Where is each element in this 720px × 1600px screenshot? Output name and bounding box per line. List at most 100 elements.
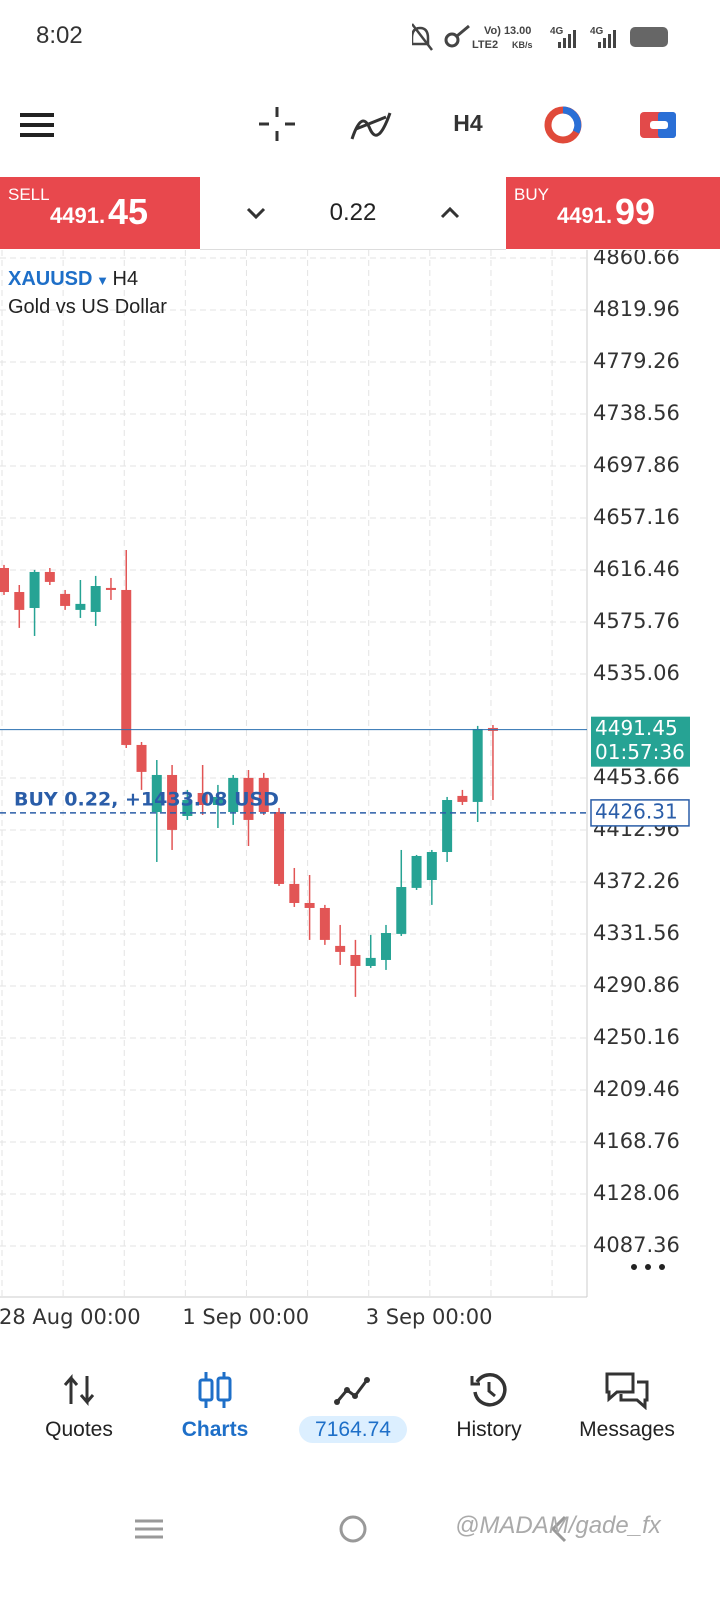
- recent-apps[interactable]: [135, 1519, 163, 1539]
- toolbar: H4: [20, 106, 676, 144]
- x-tick-label: 28 Aug 00:00: [0, 1305, 141, 1329]
- symbol[interactable]: XAUUSD: [8, 268, 93, 290]
- y-tick-label: 4087.36: [593, 1233, 680, 1257]
- bid-box: [591, 716, 690, 767]
- candle-body: [381, 933, 391, 960]
- more[interactable]: [631, 1264, 637, 1270]
- bar-timer: 01:57:36: [595, 740, 685, 764]
- speed-unit: KB/s: [512, 40, 533, 50]
- objects-button: [562, 106, 582, 134]
- sell-label: SELL: [8, 185, 50, 204]
- candle-body: [289, 883, 300, 903]
- candle-body: [121, 589, 132, 745]
- y-tick-label: 4779.26: [593, 349, 680, 373]
- speed: 3.00: [510, 25, 531, 37]
- y-tick-label: 4535.06: [593, 661, 680, 685]
- sell-price: 4491.: [50, 203, 106, 228]
- candle-body: [136, 744, 147, 772]
- candle-body: [426, 852, 437, 880]
- back[interactable]: [550, 1515, 567, 1543]
- y-tick-label: 4250.16: [593, 1025, 680, 1049]
- candle-body: [14, 592, 25, 610]
- candle-body: [151, 774, 162, 813]
- y-tick-label: 4209.46: [593, 1077, 680, 1101]
- candle-body: [258, 777, 269, 813]
- candle-body: [472, 728, 483, 802]
- position-text: BUY 0.22, +1433.08 USD: [14, 788, 279, 810]
- nav-messages[interactable]: Messages: [557, 1370, 697, 1442]
- candle-body: [274, 812, 285, 884]
- sell-button[interactable]: SELL 4491. 45: [0, 177, 200, 249]
- y-tick-label: 4860.66: [593, 250, 680, 269]
- nav-label: History: [456, 1418, 522, 1441]
- y-tick-label: 4738.56: [593, 401, 680, 425]
- candle-body: [60, 593, 71, 606]
- volume-panel: 0.22: [200, 177, 506, 250]
- more: [645, 1264, 651, 1270]
- y-tick-label: 4168.76: [593, 1129, 680, 1153]
- watermark: @MADAM/gade_fx: [455, 1512, 661, 1539]
- status-time: 8:02: [36, 22, 83, 49]
- candle-body: [75, 603, 86, 610]
- nav-label: 7164.74: [299, 1416, 407, 1443]
- bid-price: 4491.45: [595, 716, 678, 740]
- y-tick-label: 4128.06: [593, 1181, 680, 1205]
- timeframe-button[interactable]: H4: [453, 110, 483, 136]
- candle-body: [105, 587, 116, 590]
- network: 4G: [590, 26, 604, 37]
- candle-body: [411, 855, 422, 888]
- nav-quotes[interactable]: Quotes: [9, 1370, 149, 1442]
- svg-text:Vo) 1: Vo) 1: [484, 25, 510, 37]
- buy-label: BUY: [514, 185, 549, 204]
- menu-button[interactable]: [20, 113, 54, 137]
- sell-price-pips: 45: [108, 191, 149, 232]
- y-tick-label: 4657.16: [593, 505, 680, 529]
- candle-body: [90, 586, 101, 612]
- candle-body: [197, 792, 208, 805]
- y-tick-label: 4331.56: [593, 921, 680, 945]
- chart[interactable]: 4860.66 4819.96 4779.26 4738.56 4697.86 4657.…: [0, 250, 720, 1340]
- nav-charts[interactable]: Charts: [145, 1370, 285, 1442]
- status-icons: Vo) 1 LTE2 3.00 KB/s 4G 4G: [412, 23, 668, 51]
- nav-label: Messages: [579, 1418, 675, 1441]
- indicators-button[interactable]: [350, 112, 392, 140]
- symbol-description: Gold vs US Dollar: [8, 296, 167, 318]
- y-tick-label: 4697.86: [593, 453, 680, 477]
- system-nav: [135, 1515, 567, 1543]
- candle-body: [0, 567, 9, 593]
- nav-label: Charts: [181, 1418, 249, 1441]
- x-tick-label: 3 Sep 00:00: [366, 1305, 493, 1329]
- x-tick-label: 1 Sep 00:00: [182, 1305, 309, 1329]
- buy-button[interactable]: BUY 4491. 99: [506, 177, 720, 249]
- candle-body: [304, 902, 315, 908]
- candle-body: [396, 887, 407, 934]
- nav-label: Quotes: [45, 1418, 113, 1441]
- nav-trade[interactable]: 7164.74: [283, 1370, 423, 1443]
- position-price-box: [590, 799, 690, 827]
- candle-body: [350, 954, 361, 966]
- sim: LTE2: [472, 39, 498, 51]
- candle-body: [243, 777, 254, 820]
- y-tick-label: 4819.96: [593, 297, 680, 321]
- volume-up[interactable]: [438, 203, 462, 223]
- crosshair-button[interactable]: [259, 107, 295, 141]
- candle-body: [182, 800, 193, 816]
- y-tick-label: 4372.26: [593, 869, 680, 893]
- candle-body: [29, 571, 40, 608]
- home[interactable]: [339, 1515, 367, 1543]
- position-price: 4426.31: [595, 799, 678, 823]
- candle-body: [457, 795, 468, 802]
- timeframe: H4: [112, 268, 139, 290]
- candle-body: [212, 796, 223, 805]
- candle-body: [44, 571, 55, 582]
- network: 4G: [550, 26, 564, 37]
- buy-price: 4491.: [557, 203, 613, 228]
- nav-history[interactable]: History: [419, 1370, 559, 1442]
- indicators-button: [355, 115, 387, 131]
- trade-button: [650, 121, 668, 129]
- volume-down[interactable]: [244, 203, 268, 223]
- volume[interactable]: 0.22: [329, 199, 377, 226]
- more: [659, 1264, 665, 1270]
- buy-price-pips: 99: [615, 191, 656, 232]
